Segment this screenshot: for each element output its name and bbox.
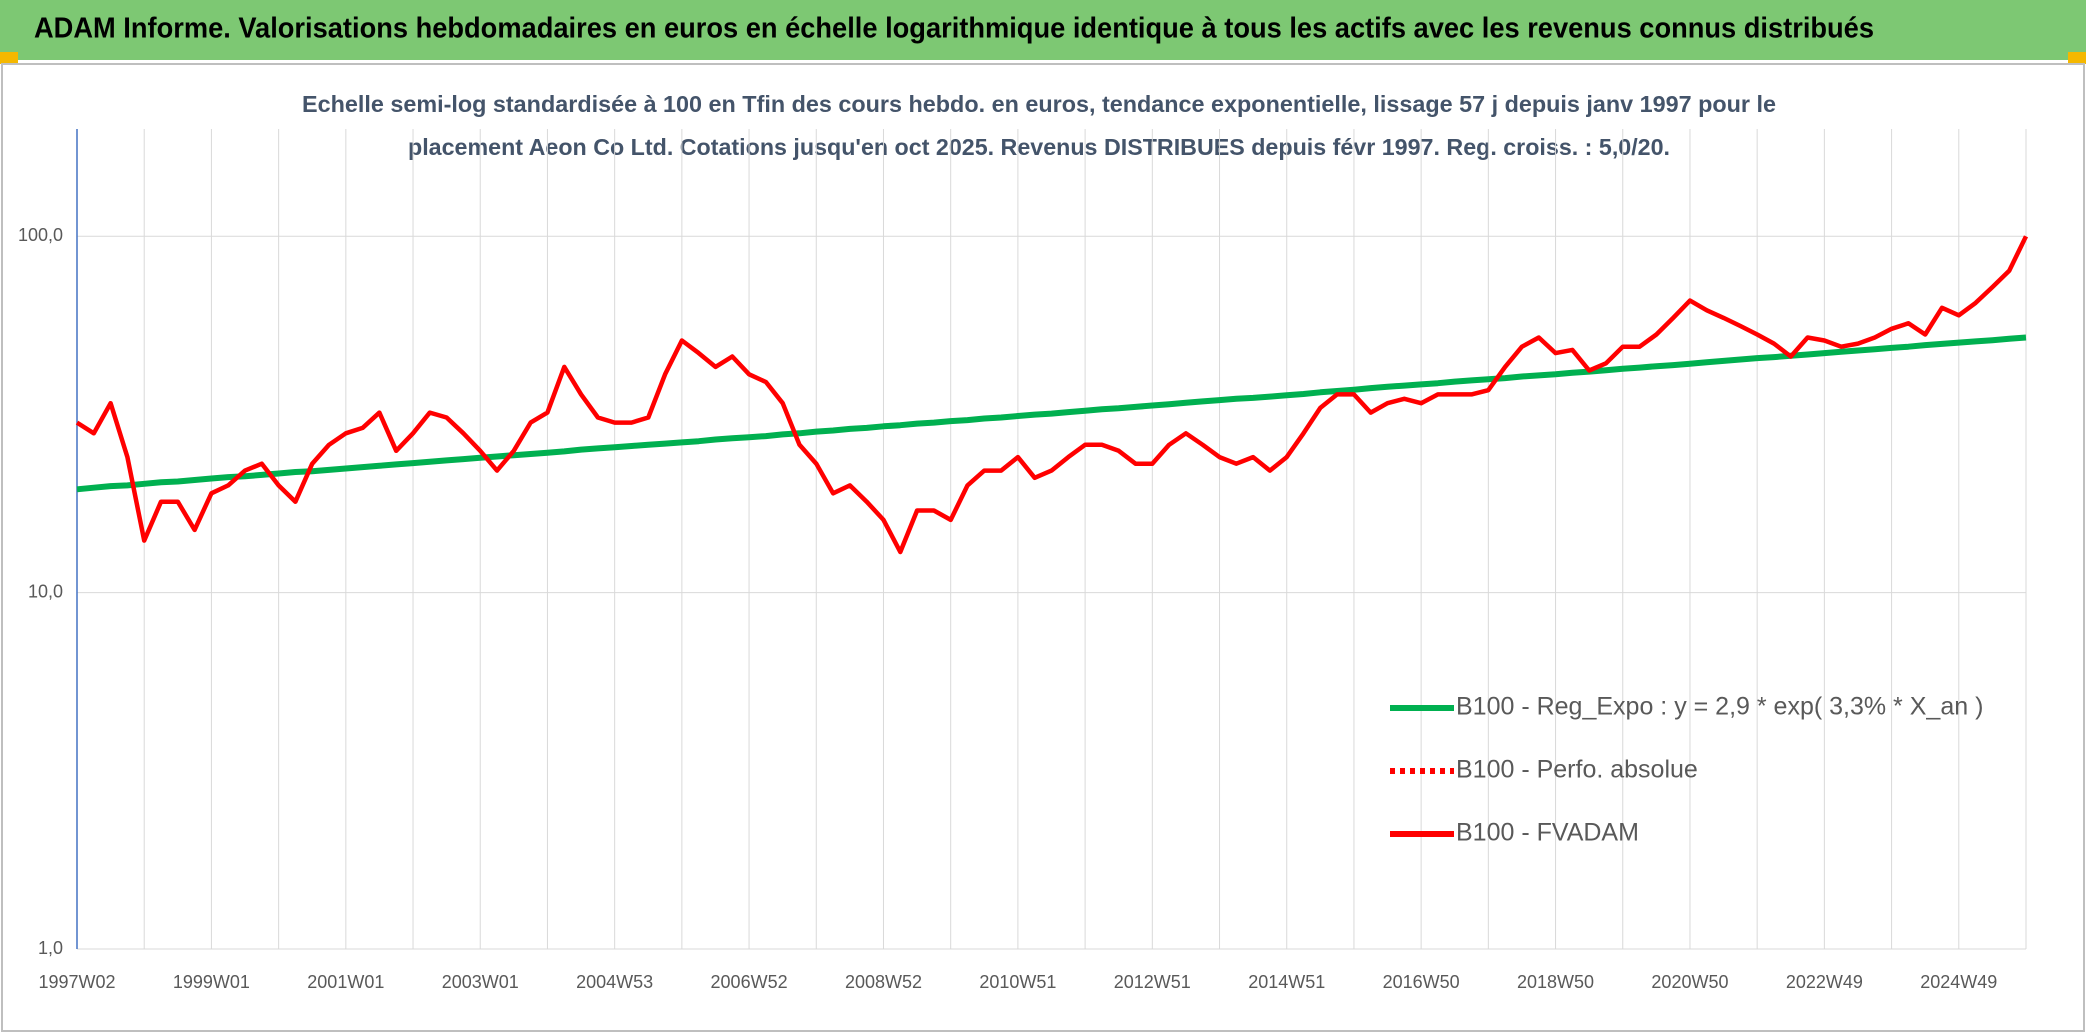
x-tick-label: 2010W51	[979, 972, 1056, 992]
x-tick-label: 2020W50	[1651, 972, 1728, 992]
x-tick-label: 2008W52	[845, 972, 922, 992]
legend-label: B100 - Reg_Expo : y = 2,9 * exp( 3,3% * …	[1456, 693, 1983, 721]
x-tick-label: 2001W01	[307, 972, 384, 992]
legend-label: B100 - FVADAM	[1456, 819, 1639, 847]
x-tick-label: 2004W53	[576, 972, 653, 992]
x-tick-label: 2003W01	[442, 972, 519, 992]
x-tick-label: 2016W50	[1383, 972, 1460, 992]
corner-mark	[0, 52, 18, 64]
series-line	[76, 334, 2027, 493]
chart-subtitle: Echelle semi-log standardisée à 100 en T…	[302, 91, 1776, 117]
legend-label: B100 - Perfo. absolue	[1456, 756, 1698, 784]
y-tick-label: 10,0	[28, 581, 63, 601]
x-tick-label: 2018W50	[1517, 972, 1594, 992]
header-bar	[0, 0, 2086, 60]
chart-title: ADAM Informe. Valorisations hebdomadaire…	[34, 13, 1874, 45]
x-tick-label: 2022W49	[1786, 972, 1863, 992]
x-tick-label: 2012W51	[1114, 972, 1191, 992]
y-tick-label: 100,0	[18, 225, 63, 245]
x-tick-label: 1997W02	[38, 972, 115, 992]
corner-mark	[2068, 52, 2086, 64]
chart-frame	[1, 63, 2085, 1032]
x-tick-label: 1999W01	[173, 972, 250, 992]
x-tick-label: 2024W49	[1920, 972, 1997, 992]
series-line	[75, 235, 2029, 555]
x-tick-label: 2006W52	[711, 972, 788, 992]
chart-subtitle: placement Aeon Co Ltd. Cotations jusqu'e…	[408, 134, 1670, 160]
x-tick-label: 2014W51	[1248, 972, 1325, 992]
y-tick-label: 1,0	[38, 938, 63, 958]
